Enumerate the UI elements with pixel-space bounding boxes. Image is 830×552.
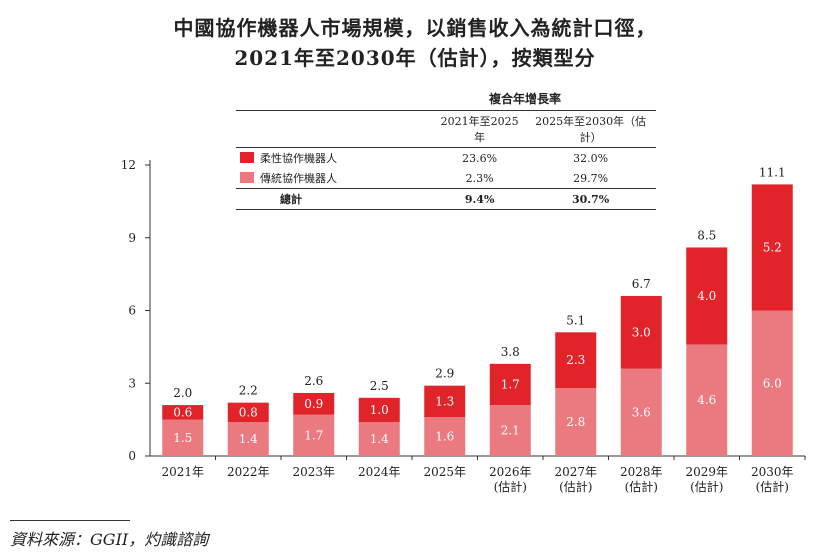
bar-total-label: 2.2 xyxy=(239,384,258,398)
bar-value-label-flexible: 0.8 xyxy=(239,405,258,419)
bar-traditional xyxy=(751,310,793,456)
x-tick-label: (估計) xyxy=(625,479,658,494)
bar-flexible xyxy=(620,295,662,369)
bar-value-label-traditional: 4.6 xyxy=(697,393,716,407)
bar-traditional xyxy=(686,344,728,456)
bar-total-label: 6.7 xyxy=(632,277,651,291)
legend-label-flexible: 柔性協作機器人 xyxy=(260,152,337,165)
x-tick-label: 2021年 xyxy=(161,465,204,479)
legend-item-flexible: 柔性協作機器人 xyxy=(236,148,434,169)
cagr-value: 29.7% xyxy=(573,171,609,185)
y-tick-label: 3 xyxy=(128,376,136,390)
bar-total-label: 11.1 xyxy=(759,165,786,179)
bar-value-label-flexible: 1.0 xyxy=(370,403,389,417)
x-tick-label: 2030年 xyxy=(751,465,794,479)
x-tick-label: 2025年 xyxy=(423,465,466,479)
x-tick-label: 2029年 xyxy=(685,465,728,479)
bar-total-label: 3.8 xyxy=(501,345,520,359)
bar-value-label-flexible: 5.2 xyxy=(763,240,782,254)
bar-value-label-flexible: 4.0 xyxy=(697,289,716,303)
bar-value-label-flexible: 0.9 xyxy=(304,397,323,411)
legend-swatch-traditional xyxy=(240,172,254,183)
bar-traditional xyxy=(424,417,466,456)
bar-value-label-flexible: 3.0 xyxy=(632,325,651,339)
cagr-table: 2021年至2025年 2025年至2030年（估計） 柔性協作機器人 23.6… xyxy=(236,110,656,210)
x-tick-label: (估計) xyxy=(756,479,789,494)
cagr-col-2025-2030: 2025年至2030年（估計） xyxy=(525,110,656,148)
legend-label-traditional: 傳統協作機器人 xyxy=(260,172,337,185)
bar-flexible xyxy=(555,332,597,389)
bar-value-label-traditional: 1.4 xyxy=(239,432,258,446)
cagr-value: 23.6% xyxy=(462,151,498,165)
bar-value-label-traditional: 1.4 xyxy=(370,432,389,446)
cagr-header: 複合年增長率 xyxy=(488,92,561,106)
bar-value-label-traditional: 1.7 xyxy=(304,428,323,442)
bar-flexible xyxy=(489,363,531,406)
bar-total-label: 5.1 xyxy=(566,313,585,327)
bar-value-label-traditional: 1.5 xyxy=(173,431,192,445)
x-tick-label: 2026年 xyxy=(489,465,532,479)
bar-value-label-traditional: 3.6 xyxy=(632,405,651,419)
legend-swatch-flexible xyxy=(240,152,254,163)
cagr-table-header-row: 2021年至2025年 2025年至2030年（估計） xyxy=(236,110,656,148)
bar-total-label: 2.6 xyxy=(304,374,323,388)
chart-title-line1: 中國協作機器人市場規模，以銷售收入為統計口徑， xyxy=(173,16,657,40)
bar-value-label-flexible: 2.3 xyxy=(566,353,585,367)
cagr-row-traditional: 傳統協作機器人 2.3% 29.7% xyxy=(236,168,656,189)
bar-total-label: 2.0 xyxy=(173,386,192,400)
cagr-col-2021-2025: 2021年至2025年 xyxy=(434,110,526,148)
cagr-value: 9.4% xyxy=(434,188,526,210)
bar-flexible xyxy=(227,402,269,423)
source-note: 資料來源：GGII，灼識諮詢 xyxy=(10,530,209,549)
bar-value-label-flexible: 0.6 xyxy=(173,405,192,419)
cagr-row-flexible: 柔性協作機器人 23.6% 32.0% xyxy=(236,148,656,169)
bar-traditional xyxy=(162,419,204,456)
x-tick-label: (估計) xyxy=(494,479,527,494)
x-tick-label: 2023年 xyxy=(292,465,335,479)
x-tick-label: (估計) xyxy=(559,479,592,494)
bar-total-label: 8.5 xyxy=(697,228,716,242)
bar-flexible xyxy=(424,385,466,418)
y-tick-label: 6 xyxy=(128,304,136,318)
cagr-total-label: 總計 xyxy=(236,188,434,210)
cagr-value: 30.7% xyxy=(525,188,656,210)
bar-traditional xyxy=(489,405,531,456)
bar-traditional xyxy=(227,422,269,456)
bar-value-label-traditional: 1.6 xyxy=(435,430,454,444)
bar-total-label: 2.9 xyxy=(435,367,454,381)
cagr-value: 2.3% xyxy=(465,171,494,185)
chart-title-line2: 2021年至2030年（估計），按類型分 xyxy=(234,46,596,70)
y-tick-label: 12 xyxy=(121,158,136,172)
cagr-value: 32.0% xyxy=(573,151,609,165)
bar-traditional xyxy=(555,388,597,456)
bar-flexible xyxy=(358,397,400,423)
bar-value-label-flexible: 1.7 xyxy=(501,377,520,391)
source-divider xyxy=(10,520,130,521)
x-tick-label: 2027年 xyxy=(554,465,597,479)
bar-traditional xyxy=(620,368,662,456)
bar-value-label-traditional: 6.0 xyxy=(763,376,782,390)
x-tick-label: 2022年 xyxy=(227,465,270,479)
cagr-col-label xyxy=(236,110,434,148)
x-tick-label: 2028年 xyxy=(620,465,663,479)
cagr-row-total: 總計 9.4% 30.7% xyxy=(236,188,656,210)
bar-total-label: 2.5 xyxy=(370,379,389,393)
bar-value-label-traditional: 2.8 xyxy=(566,415,585,429)
y-tick-label: 9 xyxy=(128,231,136,245)
bar-flexible xyxy=(751,184,793,311)
bar-flexible xyxy=(293,392,335,415)
legend-item-traditional: 傳統協作機器人 xyxy=(236,168,434,189)
y-tick-label: 0 xyxy=(128,449,136,463)
bar-flexible xyxy=(686,247,728,345)
bar-traditional xyxy=(293,414,335,456)
bar-flexible xyxy=(162,405,204,420)
bar-value-label-traditional: 2.1 xyxy=(501,424,520,438)
bar-traditional xyxy=(358,422,400,456)
x-tick-label: (估計) xyxy=(690,479,723,494)
bar-value-label-flexible: 1.3 xyxy=(435,394,454,408)
x-tick-label: 2024年 xyxy=(358,465,401,479)
